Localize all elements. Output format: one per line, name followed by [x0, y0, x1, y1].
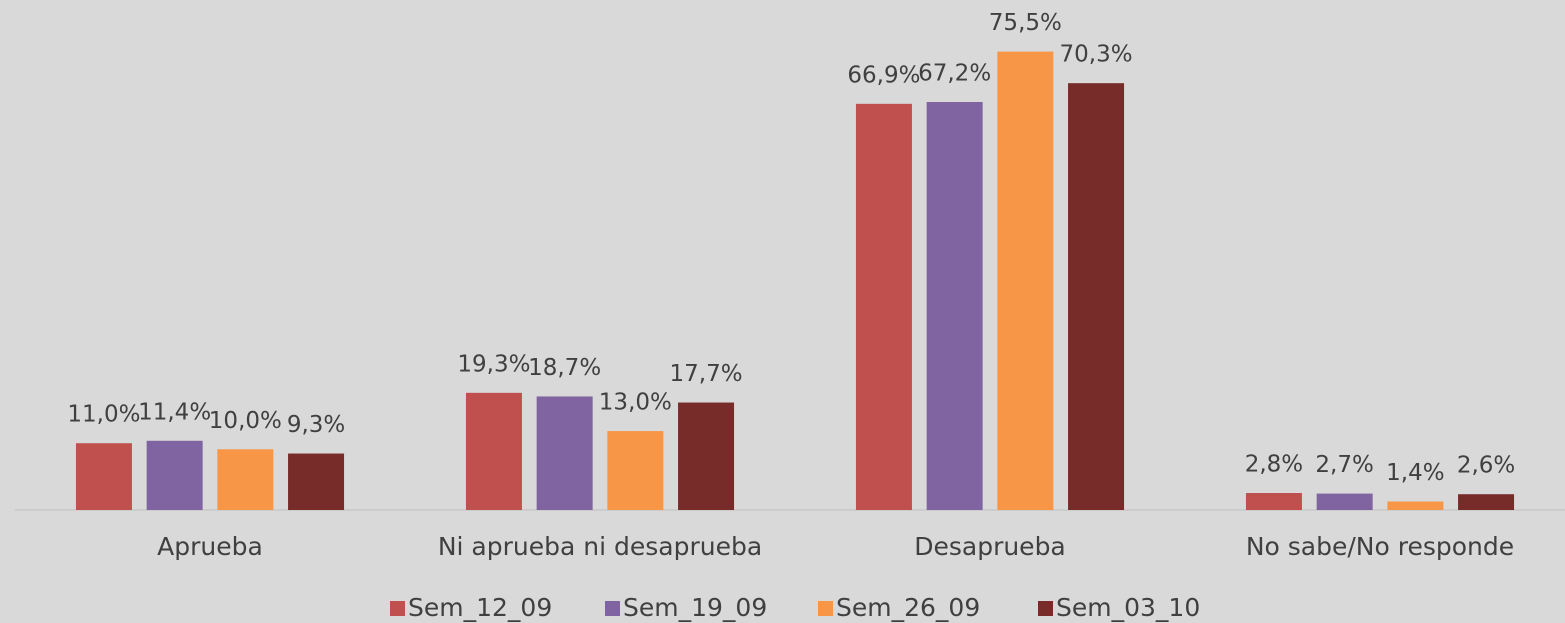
data-label: 9,3% [287, 412, 345, 438]
legend-swatch [1038, 601, 1053, 616]
data-label: 66,9% [847, 62, 920, 88]
bar [1245, 493, 1302, 510]
x-tick-label: No sabe/No responde [1246, 532, 1514, 561]
bar [536, 396, 593, 510]
bar [288, 453, 345, 510]
legend-label: Sem_26_09 [836, 593, 980, 622]
data-label: 17,7% [670, 361, 743, 387]
legend-label: Sem_12_09 [408, 593, 552, 622]
bar [926, 102, 983, 510]
data-label: 75,5% [989, 10, 1062, 36]
data-label: 2,8% [1245, 452, 1303, 478]
legend-swatch [390, 601, 405, 616]
legend-label: Sem_03_10 [1056, 593, 1200, 622]
legend-swatch [818, 601, 833, 616]
data-label: 18,7% [528, 355, 601, 381]
x-tick-label: Desaprueba [914, 532, 1066, 561]
legend-label: Sem_19_09 [623, 593, 767, 622]
legend-swatch [605, 601, 620, 616]
data-label: 1,4% [1386, 460, 1444, 486]
bar [855, 103, 912, 511]
x-tick-label: Ni aprueba ni desaprueba [438, 532, 762, 561]
bar [217, 449, 274, 510]
data-label: 10,0% [209, 408, 282, 434]
bar [1458, 494, 1515, 510]
bar [607, 431, 664, 510]
bar [75, 443, 132, 510]
bar [997, 51, 1054, 510]
bar [1068, 83, 1125, 510]
data-label: 19,3% [457, 351, 530, 377]
data-label: 13,0% [599, 390, 672, 416]
data-label: 70,3% [1060, 42, 1133, 68]
data-label: 11,4% [138, 399, 211, 425]
bar [146, 440, 203, 510]
bar [1316, 493, 1373, 510]
bar [465, 392, 522, 510]
data-label: 2,7% [1315, 452, 1373, 478]
data-label: 67,2% [918, 61, 991, 87]
bar [678, 402, 735, 510]
data-label: 2,6% [1457, 453, 1515, 479]
x-tick-label: Aprueba [157, 532, 263, 561]
data-label: 11,0% [67, 402, 140, 428]
bar [1387, 501, 1444, 510]
